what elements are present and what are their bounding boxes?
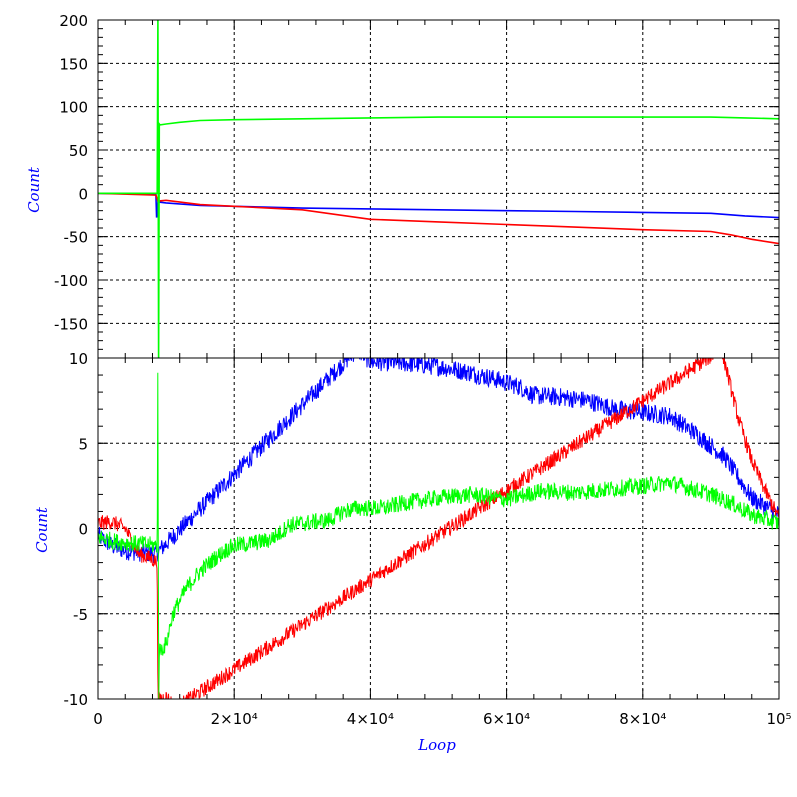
x-tick-label: 10⁵ [766, 710, 791, 728]
y-tick-label: 0 [78, 185, 88, 203]
series-line-2 [98, 358, 779, 699]
top-y-tick-labels: 200 150 100 50 0 -50 -100 -150 [54, 12, 88, 333]
x-tick-label: 2×10⁴ [211, 710, 258, 728]
y-tick-label: -100 [54, 272, 88, 290]
y-tick-label: 10 [69, 350, 88, 368]
x-tick-labels: 0 2×10⁴ 4×10⁴ 6×10⁴ 8×10⁴ 10⁵ [93, 710, 791, 728]
series-line-1 [98, 192, 779, 219]
y-tick-label: -50 [64, 229, 89, 247]
bottom-tick-marks [98, 358, 779, 699]
y-tick-label: 100 [59, 99, 88, 117]
series-line-1 [98, 358, 779, 564]
bottom-panel: 10 5 0 -5 -10 0 2×10⁴ 4×10⁴ 6×10⁴ 8×10⁴ 10⁵ Count… [33, 350, 792, 754]
y-tick-label: 50 [69, 142, 88, 160]
y-tick-label: 150 [59, 55, 88, 73]
series-line-3 [98, 372, 779, 699]
top-series-group [98, 20, 779, 358]
x-tick-label: 0 [93, 710, 103, 728]
y-tick-label: 0 [78, 521, 88, 539]
y-tick-label: -10 [64, 691, 89, 709]
bottom-y-axis-title: Count [33, 506, 51, 553]
series-line-3 [98, 20, 779, 358]
bottom-plot-frame [97, 357, 780, 700]
y-tick-label: 5 [78, 435, 88, 453]
x-axis-title: Loop [417, 736, 456, 754]
top-y-axis-title: Count [25, 166, 43, 213]
top-tick-marks [98, 20, 779, 358]
series-line-2 [98, 192, 779, 245]
y-tick-label: -5 [73, 606, 88, 624]
x-tick-label: 8×10⁴ [619, 710, 666, 728]
bottom-y-tick-labels: 10 5 0 -5 -10 [64, 350, 89, 709]
top-panel: 200 150 100 50 0 -50 -100 -150 Count [25, 12, 780, 359]
x-tick-label: 6×10⁴ [483, 710, 530, 728]
x-tick-label: 4×10⁴ [347, 710, 394, 728]
y-tick-label: 200 [59, 12, 88, 30]
bottom-series-group [98, 358, 779, 699]
top-grid [98, 20, 779, 358]
y-tick-label: -150 [54, 315, 88, 333]
